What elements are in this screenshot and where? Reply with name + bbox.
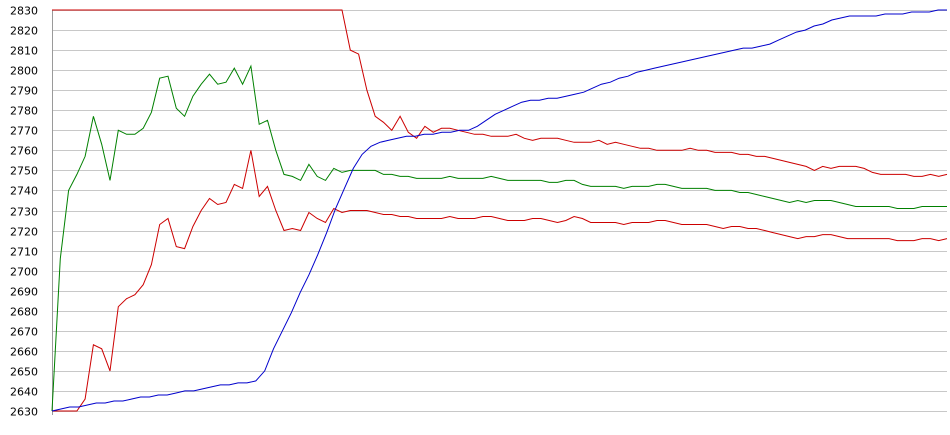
series-line-3 — [52, 150, 948, 412]
series-lines — [51, 9, 948, 412]
y-tick-label: 2810 — [10, 45, 38, 58]
y-tick-label: 2630 — [10, 406, 38, 419]
y-tick-label: 2670 — [10, 326, 38, 339]
y-tick-label: 2660 — [10, 346, 38, 359]
y-tick-label: 2720 — [10, 226, 38, 239]
y-tick-label: 2650 — [10, 366, 38, 379]
y-tick-label: 2730 — [10, 206, 38, 219]
y-tick-label: 2830 — [10, 5, 38, 18]
grid — [52, 10, 947, 412]
y-tick-label: 2710 — [10, 246, 38, 259]
y-tick-label: 2690 — [10, 286, 38, 299]
y-tick-label: 2750 — [10, 165, 38, 178]
y-tick-label: 2780 — [10, 105, 38, 118]
y-tick-label: 2820 — [10, 25, 38, 38]
y-tick-label: 2740 — [10, 185, 38, 198]
series-line-2 — [51, 64, 947, 412]
y-tick-label: 2760 — [10, 145, 38, 158]
y-tick-label: 2640 — [10, 386, 38, 399]
y-tick-label: 2790 — [10, 85, 38, 98]
y-tick-label: 2680 — [10, 306, 38, 319]
y-axis-tick-labels: 2630 2640 2650 2660 2670 2680 2690 2700 2710 2720… — [10, 5, 38, 419]
y-tick-label: 2800 — [10, 65, 38, 78]
y-tick-label: 2770 — [10, 125, 38, 138]
series-line-4 — [51, 9, 947, 412]
y-tick-label: 2700 — [10, 266, 38, 279]
series-line-1 — [52, 9, 948, 177]
